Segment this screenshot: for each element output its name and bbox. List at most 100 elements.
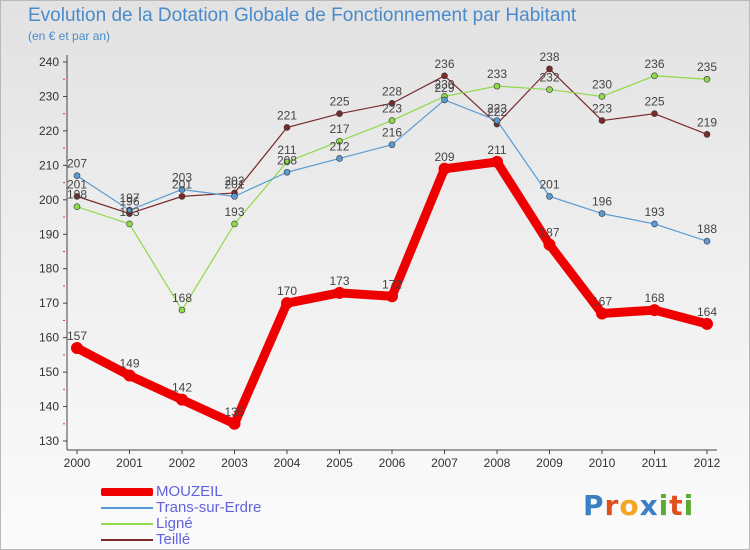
data-point [651, 110, 658, 117]
data-point [546, 65, 553, 73]
data-label: 196 [592, 195, 612, 209]
data-point [388, 141, 396, 148]
data-point [651, 220, 658, 228]
legend-swatch [101, 523, 153, 525]
y-tick-label: 220 [39, 124, 59, 138]
data-label: 203 [172, 170, 192, 184]
data-point [178, 193, 186, 200]
data-label: 149 [119, 357, 139, 371]
data-point [493, 82, 501, 90]
x-tick-label: 2007 [431, 456, 458, 470]
data-point [178, 186, 186, 193]
data-point [228, 417, 241, 430]
data-point [231, 220, 238, 228]
logo-letter: i [658, 489, 670, 522]
y-tick-label: 150 [39, 365, 59, 379]
data-label: 208 [277, 153, 297, 167]
data-point [283, 124, 291, 131]
data-label: 193 [224, 205, 244, 219]
x-tick-label: 2006 [379, 456, 406, 470]
data-label: 216 [382, 126, 402, 140]
chart-subtitle: (en € et par an) [28, 29, 111, 43]
data-label: 232 [539, 71, 559, 85]
legend-swatch [101, 488, 153, 496]
data-label: 173 [329, 274, 349, 288]
data-label: 229 [434, 81, 454, 95]
data-label: 201 [172, 177, 192, 191]
y-tick-label: 240 [39, 55, 59, 69]
data-label: 157 [67, 329, 87, 343]
x-tick-label: 2002 [169, 456, 196, 470]
data-point [281, 297, 293, 310]
data-point [333, 286, 346, 299]
data-point [336, 155, 343, 162]
legend-label: Ligné [156, 515, 193, 532]
x-tick-label: 2009 [536, 456, 563, 470]
data-point [546, 86, 553, 93]
data-point [336, 110, 343, 117]
y-tick-label: 140 [39, 400, 59, 414]
data-label: 236 [644, 57, 664, 71]
data-label: 196 [119, 195, 139, 209]
data-point [283, 168, 291, 176]
data-label: 211 [487, 143, 506, 157]
data-label: 238 [539, 50, 559, 64]
data-label: 212 [329, 139, 349, 153]
data-point [126, 206, 133, 214]
data-point [598, 117, 606, 124]
data-point [596, 307, 608, 320]
data-point [543, 238, 556, 251]
data-point [388, 100, 396, 107]
data-label: 201 [67, 177, 87, 191]
logo-letter: x [639, 489, 659, 522]
data-point [73, 203, 81, 211]
x-tick-label: 2001 [116, 456, 143, 470]
data-label: 167 [592, 295, 612, 309]
data-point [73, 172, 81, 179]
data-point [441, 96, 448, 104]
data-label: 197 [119, 191, 139, 205]
data-label: 236 [434, 57, 454, 71]
proxiti-logo: Proxiti [583, 489, 694, 522]
data-point [283, 158, 291, 166]
data-label: 209 [434, 150, 454, 164]
data-label: 217 [329, 122, 349, 136]
data-label: 187 [539, 226, 559, 240]
x-tick-label: 2003 [221, 456, 248, 470]
chart-title: Evolution de la Dotation Globale de Fonc… [28, 5, 577, 26]
legend-label: Trans-sur-Erdre [156, 499, 262, 516]
data-point [491, 155, 503, 168]
logo-letter: P [583, 489, 605, 522]
data-label: 222 [487, 105, 507, 119]
y-tick-label: 170 [39, 296, 59, 310]
data-point [336, 137, 343, 145]
x-tick-label: 2004 [274, 456, 301, 470]
x-tick-label: 2008 [484, 456, 511, 470]
data-label: 223 [382, 102, 402, 116]
data-label: 198 [67, 188, 87, 202]
y-tick-label: 230 [39, 89, 59, 103]
data-label: 188 [697, 222, 717, 236]
data-point [388, 117, 396, 124]
y-tick-label: 180 [39, 262, 59, 276]
data-label: 168 [644, 291, 664, 305]
y-tick-label: 130 [39, 434, 59, 448]
data-label: 230 [592, 77, 612, 91]
data-label: 235 [697, 60, 717, 74]
x-tick-label: 2011 [642, 456, 668, 470]
data-point [703, 237, 711, 245]
logo-letter: o [619, 489, 640, 522]
data-label: 201 [539, 177, 559, 191]
x-tick-label: 2005 [326, 456, 353, 470]
logo-letter: r [604, 489, 620, 522]
y-tick-label: 190 [39, 227, 59, 241]
data-point [651, 72, 658, 80]
data-point [231, 193, 238, 200]
x-tick-label: 2000 [64, 456, 91, 470]
data-label: 135 [224, 405, 244, 419]
y-tick-label: 210 [39, 158, 59, 172]
data-point [123, 369, 136, 382]
data-label: 164 [697, 305, 717, 319]
legend-swatch [101, 507, 153, 509]
